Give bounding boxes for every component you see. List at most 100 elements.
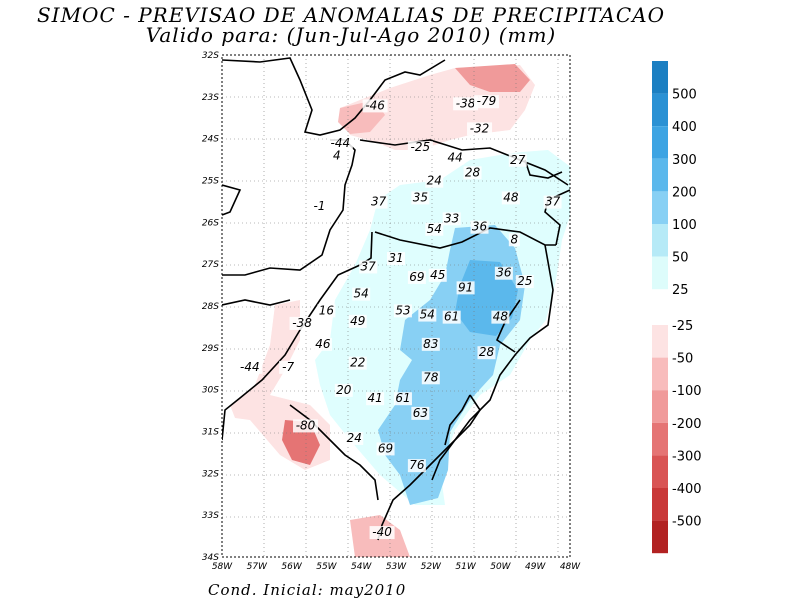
contour-label-bg — [407, 270, 426, 284]
colorbar-label: -400 — [672, 482, 702, 497]
contour-value-label: 54 — [420, 308, 435, 322]
contour-value-label: 28 — [465, 165, 481, 179]
contour-value-label: 61 — [395, 391, 410, 405]
contour-label-bg — [470, 220, 489, 234]
contour-value-label: 45 — [430, 268, 445, 282]
colorbar-label: -25 — [672, 319, 693, 334]
contour-label-bg — [453, 97, 479, 111]
contour-value-label: -32 — [470, 121, 490, 135]
contour-value-label: 41 — [367, 391, 382, 405]
lon-tick-label: 56W — [281, 562, 302, 572]
colorbar-segment — [652, 488, 668, 521]
contour-label-bg — [473, 95, 499, 109]
contour-value-label: -44 — [240, 360, 260, 374]
contour-label-bg — [331, 149, 343, 163]
lat-tick-label: 27S — [202, 260, 219, 270]
contour-value-label: 76 — [409, 458, 425, 472]
lon-tick-label: 57W — [247, 562, 268, 572]
contour-value-label: 28 — [479, 345, 495, 359]
contour-value-label: 24 — [347, 431, 362, 445]
colorbar-segment — [652, 126, 668, 159]
contour-label-bg — [279, 360, 298, 374]
contour-value-label: 25 — [517, 274, 532, 288]
lat-tick-label: 28S — [202, 302, 219, 312]
contour-value-label: -80 — [296, 418, 316, 432]
contour-label-bg — [494, 266, 513, 280]
lat-tick-label: 24S — [202, 135, 219, 145]
contour-label-bg — [387, 252, 405, 266]
contour-value-label: -1 — [313, 199, 325, 213]
contour-label-bg — [334, 383, 353, 397]
contour-value-label: -38 — [456, 96, 476, 110]
contour-value-label: 22 — [350, 356, 365, 370]
contour-label-bg — [310, 199, 329, 213]
contour-value-label: -7 — [282, 360, 294, 374]
contour-label-bg — [477, 346, 496, 360]
contour-value-label: 91 — [458, 280, 473, 294]
colorbar-label: 25 — [672, 283, 689, 298]
title-line-1: SIMOC - PREVISAO DE ANOMALIAS DE PRECIPI… — [36, 3, 666, 27]
colorbar-segment — [652, 520, 668, 554]
colorbar-segment — [652, 256, 668, 290]
contour-value-label: -25 — [411, 140, 431, 154]
lon-tick-label: 50W — [490, 562, 511, 572]
contour-value-label: -40 — [372, 525, 392, 539]
contour-label-bg — [421, 337, 440, 351]
contour-label-bg — [237, 360, 263, 374]
lon-tick-label: 52W — [421, 562, 442, 572]
colorbar-label: 100 — [672, 218, 697, 233]
lat-tick-label: 30S — [202, 386, 219, 396]
contour-value-label: 48 — [503, 190, 519, 204]
contour-label-bg — [327, 137, 353, 151]
lon-tick-label: 48W — [560, 562, 581, 572]
contour-label-bg — [411, 191, 430, 205]
lon-tick-label: 51W — [455, 562, 476, 572]
colorbar-label: 400 — [672, 120, 697, 135]
contour-value-label: 31 — [388, 251, 403, 265]
colorbar-label: -50 — [672, 352, 693, 367]
lat-tick-label: 34S — [202, 553, 219, 563]
contour-value-label: 54 — [354, 287, 369, 301]
contour-label-bg — [348, 356, 367, 370]
contour-value-label: 36 — [496, 266, 512, 280]
contour-value-label: 27 — [510, 153, 526, 167]
contour-label-bg — [491, 310, 510, 324]
contour-label-bg — [463, 166, 482, 180]
contour-value-label: 37 — [371, 195, 387, 209]
contour-value-label: 46 — [315, 337, 331, 351]
contour-label-bg — [442, 310, 461, 324]
map-frame — [221, 54, 571, 558]
contour-label-bg — [467, 122, 493, 136]
lat-tick-label: 33S — [202, 511, 219, 521]
contour-value-label: 69 — [378, 441, 393, 455]
contour-value-label: -38 — [292, 316, 312, 330]
contour-value-label: 4 — [333, 149, 341, 163]
colorbar-segment — [652, 61, 668, 94]
colorbar-label: -200 — [672, 417, 702, 432]
contour-value-label: 61 — [444, 310, 459, 324]
contour-label-bg — [425, 174, 444, 188]
contour-value-label: 35 — [413, 190, 428, 204]
contour-label-bg — [421, 371, 440, 385]
lat-tick-label: 32S — [202, 51, 219, 61]
axis-tick-labels: 32S23S24S25S26S27S28S29S30S31S32S33S34S5… — [202, 51, 581, 572]
lat-tick-label: 26S — [202, 218, 219, 228]
contour-label-bg — [515, 275, 534, 289]
contour-value-label: 54 — [427, 222, 442, 236]
colorbar-label: 50 — [672, 251, 689, 266]
colorbar-label: 200 — [672, 185, 697, 200]
lon-tick-label: 53W — [386, 562, 407, 572]
initial-condition-note: Cond. Inicial: may2010 — [208, 581, 407, 599]
contour-label-bg — [348, 314, 367, 328]
colorbar-segment — [652, 455, 668, 488]
contour-label-bg — [366, 392, 385, 406]
contour-value-label: 53 — [395, 303, 410, 317]
lat-tick-label: 31S — [202, 428, 219, 438]
contour-label-bg — [317, 304, 336, 318]
contour-value-label: -79 — [477, 94, 497, 108]
contour-value-label: 83 — [423, 337, 438, 351]
contour-label-bg — [442, 212, 461, 226]
contour-label-bg — [407, 459, 426, 473]
contour-value-label: 44 — [448, 151, 463, 165]
